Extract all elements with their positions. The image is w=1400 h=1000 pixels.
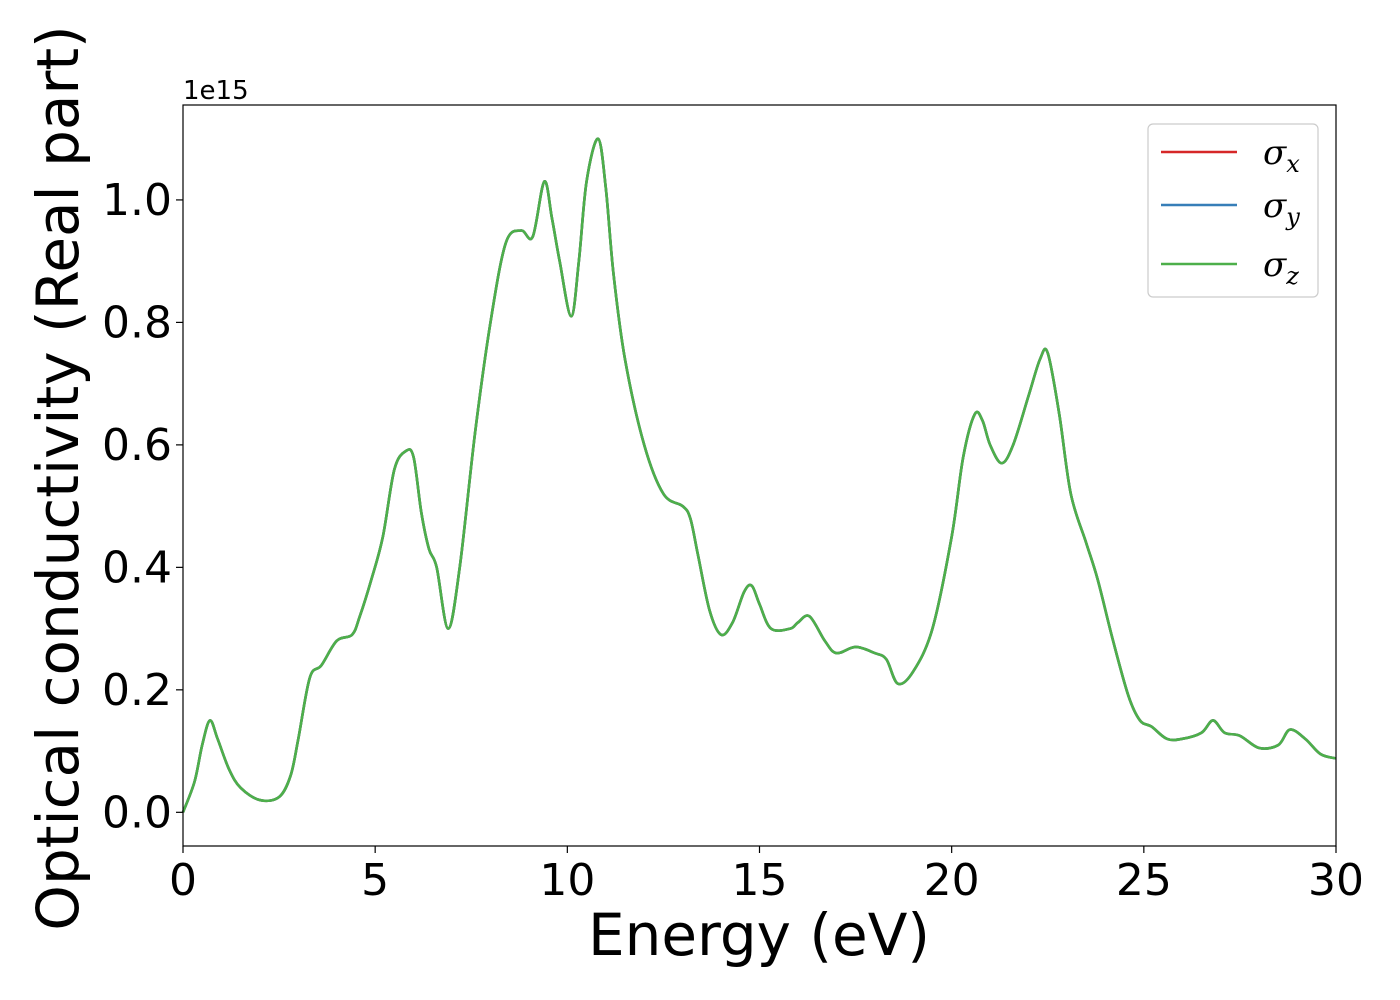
x-tick-label: 5 xyxy=(361,855,389,906)
x-axis-ticks: 0 5 10 15 20 25 30 xyxy=(169,846,1364,906)
plot-lines xyxy=(181,137,1337,813)
y-axis-ticks: 0.0 0.2 0.4 0.6 0.8 1.0 xyxy=(102,175,183,838)
y-tick-label: 1.0 xyxy=(102,175,172,226)
y-tick-label: 0.2 xyxy=(102,665,172,716)
y-tick-label: 0.4 xyxy=(102,542,172,593)
legend-label-y: σy xyxy=(1263,186,1300,231)
y-tick-label: 0.0 xyxy=(102,787,172,838)
legend: σx σy σz xyxy=(1147,123,1319,298)
y-tick-label: 0.8 xyxy=(102,297,172,348)
y-axis-title: Optical conductivity (Real part) xyxy=(24,25,92,930)
x-tick-label: 10 xyxy=(539,855,595,906)
x-axis-title: Energy (eV) xyxy=(588,901,930,969)
x-tick-label: 0 xyxy=(169,855,197,906)
x-tick-label: 30 xyxy=(1308,855,1364,906)
series-line-z xyxy=(181,137,1337,813)
legend-label-x: σx xyxy=(1263,133,1300,178)
legend-label-z: σz xyxy=(1263,245,1299,290)
legend-box xyxy=(1147,123,1319,298)
x-tick-label: 25 xyxy=(1116,855,1172,906)
y-offset-label: 1e15 xyxy=(183,76,249,106)
y-tick-label: 0.6 xyxy=(102,420,172,471)
x-tick-label: 20 xyxy=(924,855,980,906)
x-tick-label: 15 xyxy=(732,855,788,906)
